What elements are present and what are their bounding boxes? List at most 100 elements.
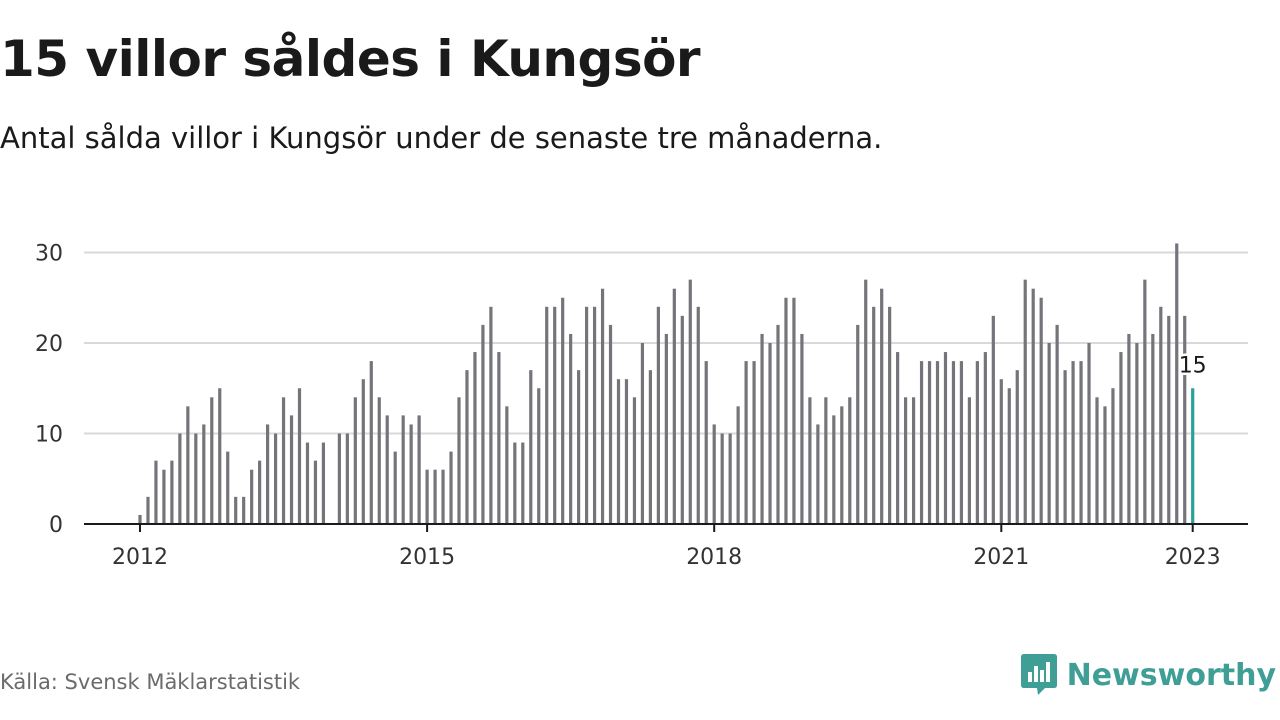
- bar: [393, 451, 397, 524]
- bar: [648, 370, 652, 524]
- bar: [489, 306, 493, 524]
- page-subtitle: Antal sålda villor i Kungsör under de se…: [0, 121, 883, 155]
- bar: [872, 306, 876, 524]
- bar: [553, 306, 557, 524]
- bar: [305, 442, 310, 524]
- bar: [640, 343, 645, 524]
- bar: [951, 361, 956, 524]
- bar: [680, 315, 684, 524]
- x-tick-label: 2018: [686, 545, 742, 570]
- bar: [433, 469, 437, 524]
- bar: [943, 352, 948, 524]
- bar: [577, 370, 581, 524]
- bar: [840, 406, 844, 524]
- x-tick-label: 2023: [1165, 545, 1221, 570]
- bar: [258, 460, 262, 524]
- bar: [1095, 397, 1099, 524]
- bar: [600, 288, 605, 524]
- bar: [1071, 361, 1075, 524]
- bar: [1023, 279, 1027, 524]
- bar: [776, 324, 780, 524]
- bar: [1015, 370, 1019, 524]
- bar: [744, 361, 748, 524]
- bar: [289, 415, 294, 524]
- bar: [146, 496, 150, 524]
- bar: [409, 424, 413, 524]
- bar: [752, 361, 756, 524]
- bar: [242, 496, 246, 524]
- bar: [1039, 297, 1043, 524]
- bar: [1183, 315, 1187, 524]
- bar: [959, 361, 964, 524]
- bar: [178, 433, 182, 524]
- bar: [1135, 343, 1139, 524]
- bar: [927, 361, 932, 524]
- bar: [983, 352, 987, 524]
- bar: [792, 297, 796, 524]
- bar: [616, 379, 621, 524]
- bar: [896, 352, 900, 524]
- highlight-bar: [1191, 388, 1195, 524]
- bar: [1055, 324, 1059, 524]
- x-tick-label: 2015: [399, 545, 455, 570]
- x-tick-label: 2012: [112, 545, 168, 570]
- bar: [449, 451, 453, 524]
- newsworthy-chart-bubble-icon: [1020, 654, 1057, 695]
- bar: [585, 306, 589, 524]
- bar: [808, 397, 812, 524]
- bar: [1175, 243, 1179, 524]
- bar: [656, 306, 660, 524]
- bar: [401, 415, 405, 524]
- bar: [202, 424, 206, 524]
- bar: [696, 306, 700, 524]
- bar: [848, 397, 852, 524]
- bar: [800, 333, 804, 524]
- source-note: Källa: Svensk Mäklarstatistik: [0, 670, 301, 694]
- bar: [194, 433, 198, 524]
- bar: [186, 406, 190, 524]
- bar: [250, 469, 254, 524]
- bar: [218, 388, 222, 524]
- bar: [784, 297, 788, 524]
- bar: [919, 361, 924, 524]
- bar: [1151, 333, 1155, 524]
- bar: [856, 324, 860, 524]
- bar: [888, 306, 892, 524]
- bar: [313, 460, 318, 524]
- bar: [321, 442, 326, 524]
- bar: [688, 279, 692, 524]
- bar: [1079, 361, 1083, 524]
- bar: [736, 406, 740, 524]
- x-tick-label: 2021: [973, 545, 1029, 570]
- bar: [632, 397, 637, 524]
- bar: [481, 324, 485, 524]
- bar: [1159, 306, 1163, 524]
- bar: [521, 442, 525, 524]
- bar: [967, 397, 971, 524]
- bar: [672, 288, 676, 524]
- bar: [377, 397, 381, 524]
- bar: [1007, 388, 1011, 524]
- bar: [561, 297, 565, 524]
- bar: [624, 379, 629, 524]
- bar: [425, 469, 429, 524]
- bar: [592, 306, 597, 524]
- bar: [457, 397, 461, 524]
- bar: [864, 279, 868, 524]
- bar: [162, 469, 166, 524]
- bar: [768, 343, 772, 524]
- bar: [1063, 370, 1067, 524]
- bar: [832, 415, 836, 524]
- bar: [273, 433, 278, 524]
- bar: [210, 397, 214, 524]
- bar: [465, 370, 469, 524]
- bar: [1143, 279, 1147, 524]
- bar: [1031, 288, 1035, 524]
- bar: [505, 406, 509, 524]
- y-tick-label: 0: [49, 513, 63, 538]
- bar: [824, 397, 828, 524]
- bar: [1087, 343, 1091, 524]
- brand-logo[interactable]: Newsworthy: [1020, 654, 1276, 696]
- bar: [513, 442, 517, 524]
